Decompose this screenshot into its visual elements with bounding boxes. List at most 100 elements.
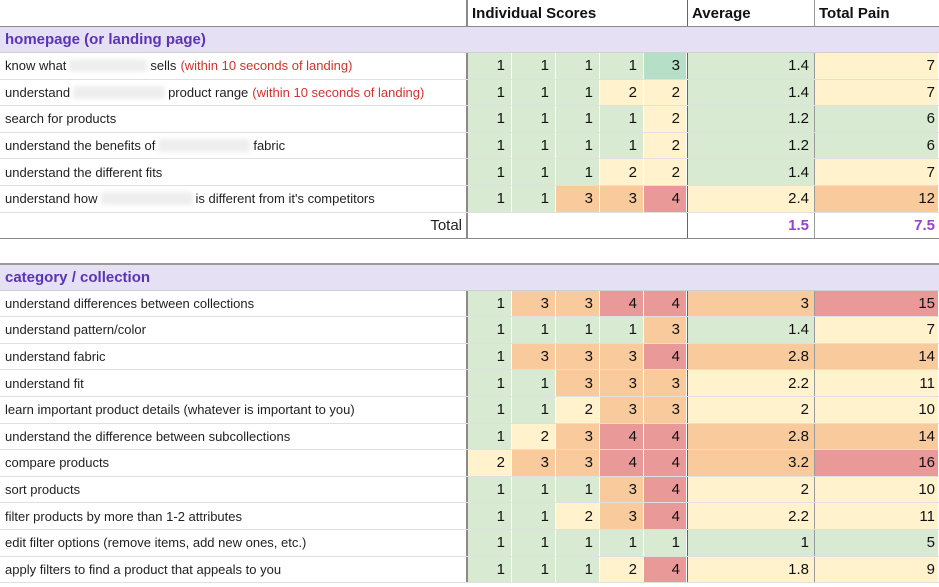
- score-cell[interactable]: 3: [512, 290, 556, 317]
- score-cell[interactable]: 1: [556, 530, 600, 556]
- score-cell[interactable]: 1: [468, 556, 512, 583]
- score-cell[interactable]: 2: [512, 423, 556, 450]
- score-cell[interactable]: 4: [644, 423, 687, 450]
- score-cell[interactable]: 1: [512, 530, 556, 556]
- total-pain-cell[interactable]: 11: [814, 503, 938, 529]
- score-cell[interactable]: 3: [644, 317, 687, 343]
- task-cell[interactable]: understand the difference between subcol…: [0, 423, 468, 450]
- task-cell[interactable]: understand fabric: [0, 343, 468, 370]
- average-cell[interactable]: 1.4: [687, 79, 814, 106]
- total-pain-cell[interactable]: 12: [814, 186, 938, 212]
- average-cell[interactable]: 1: [687, 530, 814, 556]
- score-cell[interactable]: 2: [556, 397, 600, 423]
- score-cell[interactable]: 1: [468, 159, 512, 185]
- score-cell[interactable]: 1: [468, 53, 512, 79]
- average-cell[interactable]: 1.2: [687, 106, 814, 132]
- task-cell[interactable]: know what sells (within 10 seconds of land…: [0, 53, 468, 79]
- score-cell[interactable]: 1: [468, 503, 512, 529]
- score-cell[interactable]: 3: [600, 343, 644, 370]
- total-pain-cell[interactable]: 10: [814, 397, 938, 423]
- score-cell[interactable]: 1: [512, 132, 556, 159]
- score-cell[interactable]: 1: [556, 79, 600, 106]
- section-title[interactable]: homepage (or landing page): [5, 31, 206, 48]
- score-cell[interactable]: 4: [644, 556, 687, 583]
- score-cell[interactable]: 3: [556, 186, 600, 212]
- task-cell[interactable]: filter products by more than 1-2 attribu…: [0, 503, 468, 529]
- average-cell[interactable]: 3: [687, 290, 814, 317]
- score-cell[interactable]: 2: [556, 503, 600, 529]
- score-cell[interactable]: 1: [468, 317, 512, 343]
- average-cell[interactable]: 1.4: [687, 317, 814, 343]
- average-header[interactable]: Average: [687, 0, 814, 26]
- score-cell[interactable]: 1: [556, 132, 600, 159]
- average-cell[interactable]: 2.4: [687, 186, 814, 212]
- total-pain-cell[interactable]: 10: [814, 476, 938, 503]
- average-cell[interactable]: 1.2: [687, 132, 814, 159]
- total-pain-cell[interactable]: 14: [814, 343, 938, 370]
- task-cell[interactable]: understand differences between collectio…: [0, 290, 468, 317]
- score-cell[interactable]: 3: [556, 450, 600, 476]
- total-pain-cell[interactable]: 15: [814, 290, 938, 317]
- score-cell[interactable]: 1: [468, 79, 512, 106]
- total-pain-cell[interactable]: 7: [814, 53, 938, 79]
- score-cell[interactable]: 3: [556, 343, 600, 370]
- score-cell[interactable]: 2: [600, 159, 644, 185]
- task-cell[interactable]: learn important product details (whateve…: [0, 397, 468, 423]
- score-cell[interactable]: 4: [644, 450, 687, 476]
- score-cell[interactable]: 1: [512, 503, 556, 529]
- score-cell[interactable]: 3: [600, 397, 644, 423]
- score-cell[interactable]: 1: [468, 530, 512, 556]
- score-cell[interactable]: 1: [556, 317, 600, 343]
- score-cell[interactable]: 1: [600, 132, 644, 159]
- score-cell[interactable]: 3: [644, 53, 687, 79]
- average-cell[interactable]: 3.2: [687, 450, 814, 476]
- task-cell[interactable]: understand pattern/color: [0, 317, 468, 343]
- section-title[interactable]: category / collection: [5, 268, 151, 286]
- score-cell[interactable]: 1: [512, 186, 556, 212]
- score-cell[interactable]: 3: [644, 397, 687, 423]
- score-cell[interactable]: 3: [556, 370, 600, 396]
- score-cell[interactable]: 3: [512, 343, 556, 370]
- task-cell[interactable]: apply filters to find a product that app…: [0, 556, 468, 583]
- total-pain-sum[interactable]: 7.5: [814, 212, 938, 238]
- score-cell[interactable]: 1: [468, 106, 512, 132]
- total-blank-scores[interactable]: [468, 213, 687, 238]
- individual-scores-header[interactable]: Individual Scores: [472, 4, 597, 22]
- score-cell[interactable]: 1: [556, 159, 600, 185]
- score-cell[interactable]: 1: [556, 476, 600, 503]
- score-cell[interactable]: 4: [644, 290, 687, 317]
- score-cell[interactable]: 4: [644, 503, 687, 529]
- score-cell[interactable]: 1: [468, 423, 512, 450]
- score-cell[interactable]: 4: [644, 476, 687, 503]
- total-pain-cell[interactable]: 6: [814, 106, 938, 132]
- task-cell[interactable]: understand fit: [0, 370, 468, 396]
- average-cell[interactable]: 2: [687, 397, 814, 423]
- score-cell[interactable]: 3: [600, 476, 644, 503]
- score-cell[interactable]: 4: [600, 450, 644, 476]
- score-cell[interactable]: 3: [644, 370, 687, 396]
- score-cell[interactable]: 1: [600, 317, 644, 343]
- score-cell[interactable]: 4: [644, 186, 687, 212]
- score-cell[interactable]: 1: [644, 530, 687, 556]
- score-cell[interactable]: 3: [512, 450, 556, 476]
- score-cell[interactable]: 1: [468, 476, 512, 503]
- total-pain-cell[interactable]: 16: [814, 450, 938, 476]
- task-cell[interactable]: search for products: [0, 106, 468, 132]
- average-cell[interactable]: 1.8: [687, 556, 814, 583]
- average-cell[interactable]: 2.8: [687, 343, 814, 370]
- average-cell[interactable]: 2.8: [687, 423, 814, 450]
- score-cell[interactable]: 1: [556, 53, 600, 79]
- score-cell[interactable]: 4: [644, 343, 687, 370]
- score-cell[interactable]: 1: [512, 79, 556, 106]
- score-cell[interactable]: 1: [468, 343, 512, 370]
- score-cell[interactable]: 1: [512, 397, 556, 423]
- task-cell[interactable]: understand the benefits of fabric: [0, 132, 468, 159]
- average-cell[interactable]: 1.4: [687, 159, 814, 185]
- score-cell[interactable]: 2: [600, 556, 644, 583]
- score-cell[interactable]: 1: [468, 397, 512, 423]
- task-cell[interactable]: understand the different fits: [0, 159, 468, 185]
- total-pain-cell[interactable]: 7: [814, 317, 938, 343]
- task-cell[interactable]: compare products: [0, 450, 468, 476]
- score-cell[interactable]: 4: [600, 423, 644, 450]
- average-cell[interactable]: 2: [687, 476, 814, 503]
